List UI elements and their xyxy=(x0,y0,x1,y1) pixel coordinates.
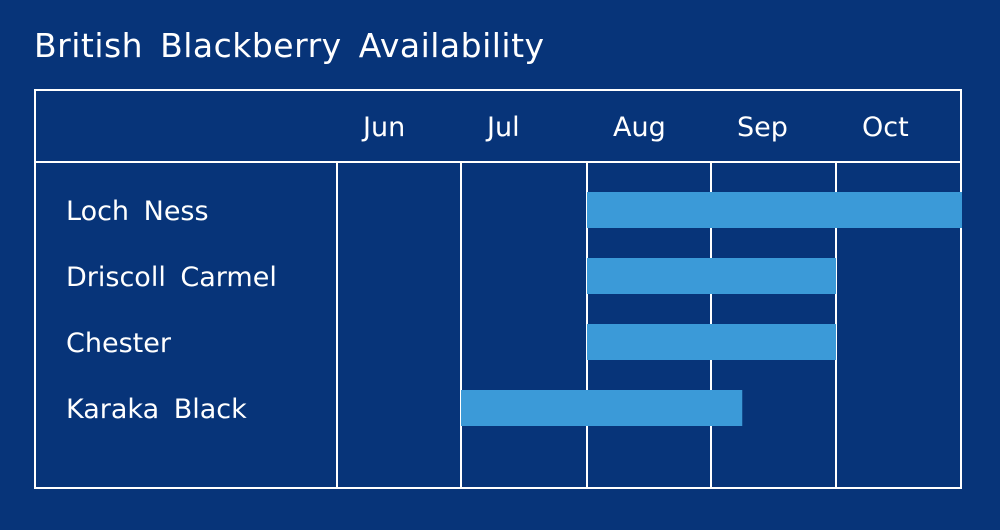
month-labels: Jun Jul Aug Sep Oct xyxy=(361,112,909,143)
row-labels: Loch Ness Driscoll Carmel Chester Karaka Bl… xyxy=(66,196,277,425)
bars xyxy=(461,192,962,426)
month-label-jun: Jun xyxy=(361,112,405,143)
bar-karaka-black xyxy=(461,390,743,426)
chart-frame xyxy=(34,89,962,489)
month-label-jul: Jul xyxy=(485,112,520,143)
month-label-sep: Sep xyxy=(737,112,788,143)
bar-driscoll-carmel xyxy=(587,258,836,294)
month-label-oct: Oct xyxy=(862,112,909,143)
bar-chester xyxy=(587,324,836,360)
chart-title: British Blackberry Availability xyxy=(34,26,545,65)
row-label-chester: Chester xyxy=(66,328,172,359)
month-label-aug: Aug xyxy=(613,112,666,143)
bar-loch-ness xyxy=(587,192,962,228)
row-label-driscoll-carmel: Driscoll Carmel xyxy=(66,262,277,293)
row-label-loch-ness: Loch Ness xyxy=(66,196,209,227)
row-label-karaka-black: Karaka Black xyxy=(66,394,247,425)
